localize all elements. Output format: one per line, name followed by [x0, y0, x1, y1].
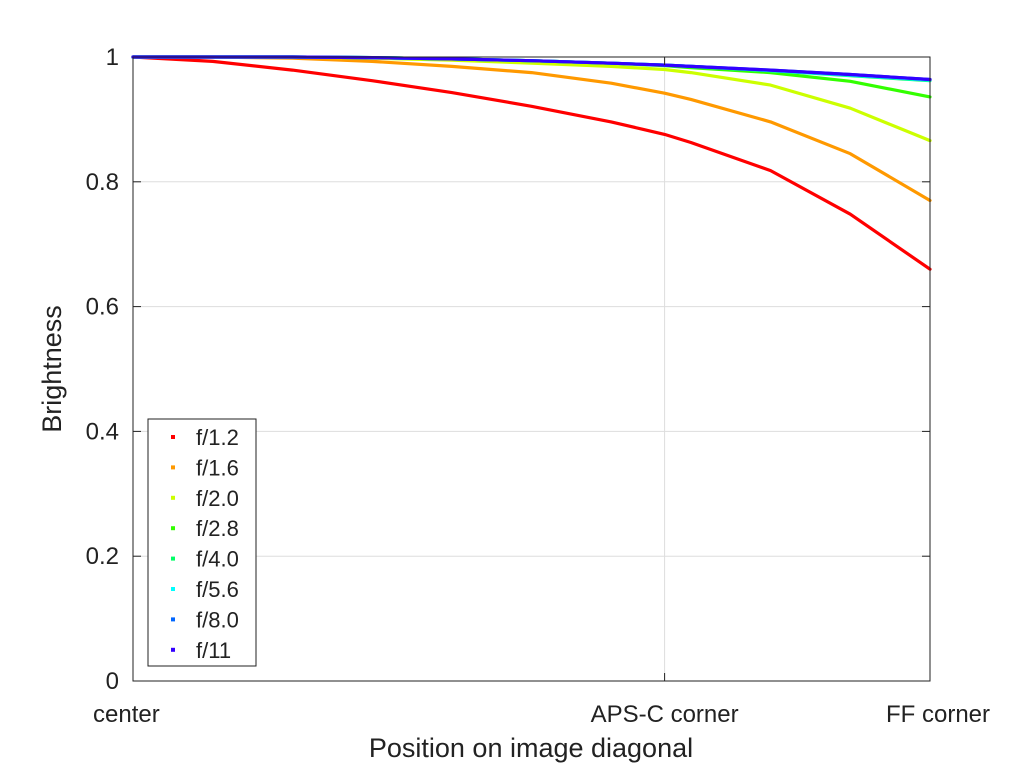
- series-line: [131, 55, 932, 271]
- legend-label: f/11: [196, 638, 231, 663]
- legend-label: f/1.2: [196, 425, 239, 450]
- legend-marker: [171, 556, 175, 561]
- legend-label: f/4.0: [196, 547, 239, 572]
- legend-label: f/5.6: [196, 577, 239, 602]
- legend-marker: [171, 617, 175, 622]
- x-tick-label: center: [93, 701, 160, 728]
- legend-label: f/8.0: [196, 607, 239, 632]
- legend-marker: [171, 526, 175, 531]
- legend-marker: [171, 647, 175, 652]
- legend: f/1.2 f/1.6 f/2.0 f/2.8 f/4.0 f/5.6 f/8.0 f/11: [147, 418, 257, 667]
- plot-frame: [132, 56, 931, 682]
- y-axis-label: Brightness: [37, 305, 67, 433]
- legend-marker: [171, 587, 175, 591]
- legend-box: [147, 418, 257, 667]
- legend-label: f/1.6: [196, 455, 239, 480]
- legend-marker: [171, 495, 175, 500]
- plot-background: [133, 57, 930, 681]
- x-axis-label: Position on image diagonal: [369, 733, 693, 763]
- x-tick-label: APS-C corner: [591, 701, 739, 728]
- y-axis-ticks: 0 0.2 0.4 0.6 0.8 1: [86, 44, 930, 695]
- grid-lines: [133, 57, 930, 681]
- legend-marker: [171, 465, 175, 470]
- legend-label: f/2.0: [196, 486, 239, 511]
- y-tick-label: 0: [106, 668, 119, 695]
- y-tick-label: 0.2: [86, 543, 119, 570]
- y-tick-label: 0.8: [86, 169, 119, 196]
- y-tick-label: 1: [106, 44, 119, 71]
- y-tick-label: 0.6: [86, 294, 119, 321]
- legend-marker: [171, 435, 175, 439]
- x-tick-label: FF corner: [886, 701, 990, 728]
- x-axis-ticks: center APS-C corner FF corner: [93, 57, 990, 728]
- legend-label: f/2.8: [196, 516, 239, 541]
- y-tick-label: 0.4: [86, 418, 119, 445]
